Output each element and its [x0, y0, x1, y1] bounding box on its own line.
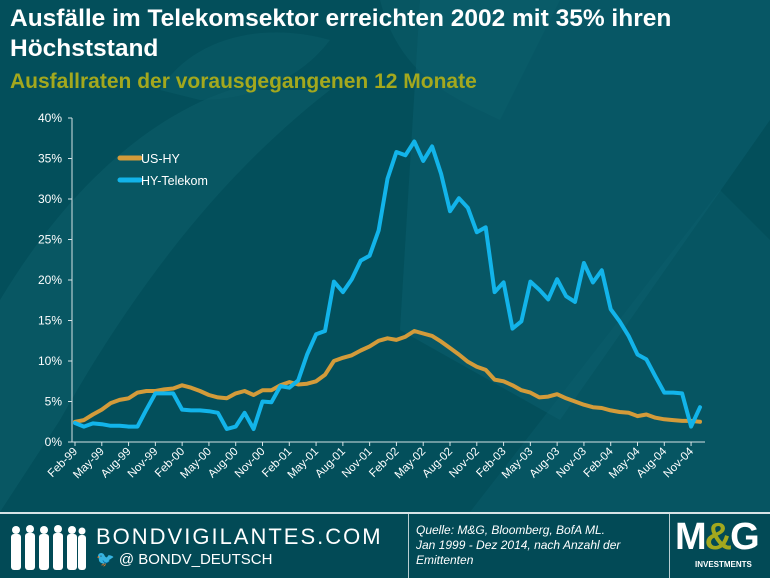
twitter-icon: 🐦: [96, 551, 115, 568]
logo-subtitle: INVESTMENTS: [695, 560, 752, 569]
y-tick-label: 30%: [38, 192, 62, 206]
people-silhouette-icon: [11, 525, 86, 570]
line-chart: 0%5%10%15%20%25%30%35%40%Feb-99May-99Aug…: [38, 111, 705, 481]
x-tick-label: Nov-01: [340, 446, 375, 481]
source-note: Quelle: M&G, Bloomberg, BofA ML. Jan 199…: [416, 523, 656, 568]
x-tick-label: Nov-99: [126, 446, 161, 481]
x-tick-label: Nov-02: [447, 446, 482, 481]
website-link[interactable]: BONDVIGILANTES.COM: [96, 524, 383, 549]
chart-subtitle: Ausfallraten der vorausgegangenen 12 Mon…: [10, 70, 477, 93]
x-tick-label: Nov-00: [233, 446, 268, 481]
source-line: Quelle: M&G, Bloomberg, BofA ML.: [416, 523, 605, 537]
twitter-handle[interactable]: 🐦 @ BONDV_DEUTSCH: [96, 550, 272, 568]
source-line: Jan 1999 - Dez 2014, nach Anzahl der: [416, 538, 621, 552]
series-line-us-hy: [73, 329, 702, 424]
twitter-handle-text: @ BONDV_DEUTSCH: [118, 551, 273, 568]
y-tick-label: 25%: [38, 233, 62, 247]
series-line-hy-telekom: [73, 139, 702, 431]
y-tick-label: 10%: [38, 354, 62, 368]
y-tick-label: 5%: [45, 395, 63, 409]
chart-title: Ausfälle im Telekomsektor erreichten 200…: [10, 5, 672, 62]
y-tick-label: 35%: [38, 152, 62, 166]
y-tick-label: 20%: [38, 273, 62, 287]
background-decoration: [0, 0, 770, 512]
y-tick-label: 0%: [45, 435, 63, 449]
divider: [408, 514, 409, 578]
y-tick-label: 15%: [38, 314, 62, 328]
x-tick-label: Nov-03: [554, 446, 589, 481]
mg-logo: M&G INVESTMENTS: [675, 516, 760, 569]
source-line: Emittenten: [416, 553, 474, 567]
x-tick-label: Nov-04: [661, 445, 696, 480]
y-tick-label: 40%: [38, 111, 62, 125]
divider: [669, 514, 670, 578]
footer: BONDVIGILANTES.COM 🐦 @ BONDV_DEUTSCH Que…: [0, 512, 770, 578]
legend-label: HY-Telekom: [141, 174, 208, 188]
legend-label: US-HY: [141, 152, 181, 166]
